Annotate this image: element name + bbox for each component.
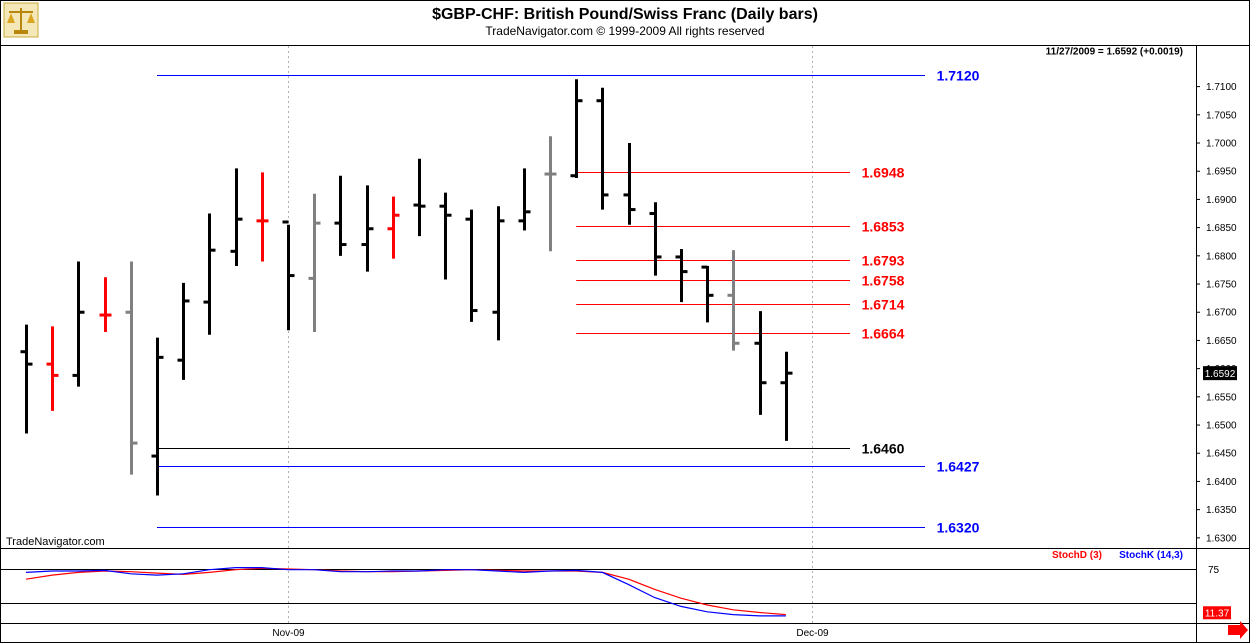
ohlc-bar: [701, 265, 714, 323]
legend-stochk: StochK (14,3): [1119, 550, 1183, 561]
last-price-label: 1.6592: [1205, 369, 1236, 380]
stochd-line: [25, 567, 786, 616]
grid-layer: [288, 46, 813, 623]
price-tick-label: 1.6500: [1206, 421, 1237, 432]
ohlc-bar: [518, 168, 531, 231]
level-label: 1.6320: [937, 520, 980, 536]
price-tick-label: 1.6400: [1206, 477, 1237, 488]
ohlc-bar: [308, 193, 321, 332]
ohlc-bar: [439, 192, 452, 280]
ohlc-bar: [649, 202, 662, 276]
ohlc-bar: [203, 213, 216, 335]
level-label: 1.6714: [862, 297, 905, 313]
ohlc-bar: [282, 220, 295, 331]
price-tick-label: 1.7100: [1206, 82, 1237, 93]
ohlc-bar: [151, 337, 164, 496]
stochastic-panel: 75 StochD (3) StochK (14,3) 11.37: [0, 550, 1231, 620]
price-tick-label: 1.6950: [1206, 167, 1237, 178]
ohlc-bar: [570, 79, 583, 178]
price-tick-label: 1.6850: [1206, 223, 1237, 234]
price-tick-label: 1.6800: [1206, 251, 1237, 262]
ohlc-bar: [675, 249, 688, 303]
price-tick-label: 1.6900: [1206, 195, 1237, 206]
levels-layer: 1.7120 1.6948 1.6853 1.6793 1.6758 1.6714 1.66…: [157, 68, 980, 536]
price-tick-label: 1.6300: [1206, 533, 1237, 544]
level-label: 1.6758: [862, 273, 905, 289]
time-axis-label: Nov-09: [272, 628, 305, 639]
time-axis-label: Dec-09: [796, 628, 829, 639]
ohlc-bar: [387, 196, 400, 259]
level-label: 1.6793: [862, 253, 905, 269]
ohlc-bar: [544, 136, 557, 252]
scales-logo-icon: [3, 2, 39, 38]
ohlc-bar: [72, 261, 85, 387]
level-label: 1.6853: [862, 219, 905, 235]
price-axis-ticks: 1.6300 1.6350 1.6400 1.6450 1.6500 1.6550 1.66…: [1196, 82, 1237, 544]
last-quote-label: 11/27/2009 = 1.6592 (+0.0019): [1046, 46, 1183, 57]
ohlc-bar: [492, 206, 505, 341]
price-tick-label: 1.6350: [1206, 505, 1237, 516]
level-label: 1.6427: [937, 459, 980, 475]
legend-stochd: StochD (3): [1052, 550, 1102, 561]
price-tick-label: 1.7050: [1206, 110, 1237, 121]
ohlc-bar: [596, 87, 609, 210]
ohlc-bar: [125, 261, 138, 475]
scroll-right-arrow-icon[interactable]: [1228, 621, 1248, 639]
chart-title: $GBP-CHF: British Pound/Swiss Franc (Dai…: [432, 6, 818, 23]
price-tick-label: 1.6650: [1206, 336, 1237, 347]
stoch-last-value-box: [1203, 606, 1231, 620]
ohlc-bar: [623, 143, 636, 225]
price-tick-label: 1.6450: [1206, 449, 1237, 460]
level-label: 1.6460: [862, 441, 905, 457]
last-price-box: [1203, 366, 1237, 381]
ohlc-bar: [99, 277, 112, 332]
ohlc-bar: [780, 351, 793, 441]
price-tick-label: 1.7000: [1206, 139, 1237, 150]
ohlc-bar: [413, 158, 426, 237]
stoch-last-value-label: 11.37: [1205, 608, 1230, 619]
chart-subtitle: TradeNavigator.com © 1999-2009 All right…: [485, 24, 764, 38]
stochk-line: [25, 566, 786, 617]
ohlc-bar: [46, 326, 59, 411]
price-tick-label: 1.6550: [1206, 392, 1237, 403]
ohlc-bar: [727, 250, 740, 351]
ohlc-bar: [465, 209, 478, 322]
level-label: 1.7120: [937, 68, 980, 84]
stoch-tick-label: 75: [1208, 565, 1220, 576]
price-tick-label: 1.6700: [1206, 308, 1237, 319]
ohlc-bar: [256, 172, 269, 262]
ohlc-bar: [754, 311, 767, 415]
ohlc-bar: [334, 175, 347, 256]
ohlc-bar: [20, 324, 33, 434]
watermark-label: TradeNavigator.com: [6, 536, 105, 548]
ohlc-bar: [230, 168, 243, 266]
level-label: 1.6948: [862, 165, 905, 181]
price-tick-label: 1.6750: [1206, 280, 1237, 291]
ohlc-bar: [177, 282, 190, 380]
level-label: 1.6664: [862, 326, 905, 342]
ohlc-bar: [361, 185, 374, 272]
time-axis: Nov-09 Dec-09: [272, 628, 829, 639]
bars-layer: [20, 79, 793, 496]
